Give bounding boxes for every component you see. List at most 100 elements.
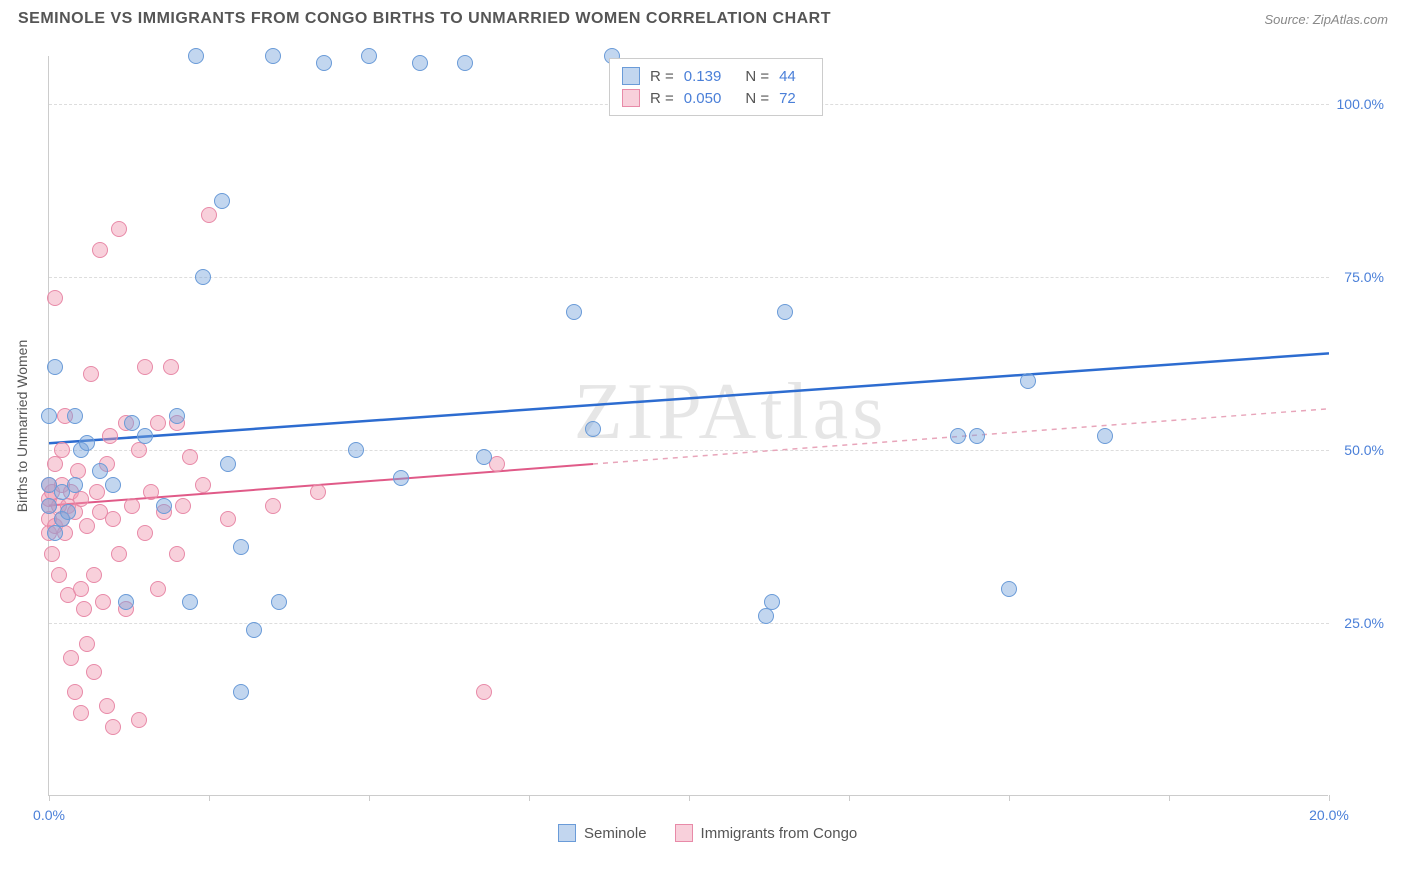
legend-swatch (622, 89, 640, 107)
y-tick-label: 100.0% (1332, 96, 1384, 112)
congo-point (124, 498, 140, 514)
congo-point (83, 366, 99, 382)
seminole-point (1097, 428, 1113, 444)
legend-r-value: 0.050 (684, 90, 722, 107)
seminole-point (758, 608, 774, 624)
seminole-point (124, 415, 140, 431)
seminole-point (47, 359, 63, 375)
legend-series-name: Seminole (584, 825, 647, 842)
seminole-point (316, 55, 332, 71)
seminole-point (47, 525, 63, 541)
congo-point (79, 518, 95, 534)
congo-point (47, 290, 63, 306)
legend-r-label: R = (650, 90, 674, 107)
seminole-point (41, 408, 57, 424)
congo-point (102, 428, 118, 444)
y-tick-label: 25.0% (1332, 615, 1384, 631)
congo-point (182, 449, 198, 465)
x-tick-mark (1329, 795, 1330, 801)
congo-point (111, 546, 127, 562)
legend-swatch (558, 824, 576, 842)
legend-n-value: 44 (779, 68, 796, 85)
congo-point (105, 511, 121, 527)
x-tick-mark (849, 795, 850, 801)
x-tick-mark (209, 795, 210, 801)
seminole-point (169, 408, 185, 424)
seminole-point (457, 55, 473, 71)
congo-point (86, 664, 102, 680)
seminole-point (969, 428, 985, 444)
legend-correlation: R =0.139N =44R =0.050N =72 (609, 58, 823, 116)
seminole-point (412, 55, 428, 71)
seminole-point (137, 428, 153, 444)
congo-point (105, 719, 121, 735)
seminole-point (188, 48, 204, 64)
x-tick-mark (529, 795, 530, 801)
congo-point (137, 359, 153, 375)
legend-n-label: N = (745, 68, 769, 85)
congo-point (195, 477, 211, 493)
legend-series-name: Immigrants from Congo (701, 825, 858, 842)
congo-point (92, 242, 108, 258)
seminole-point (220, 456, 236, 472)
chart-area: Births to Unmarried Women ZIPAtlas 25.0%… (48, 56, 1388, 826)
congo-point (220, 511, 236, 527)
seminole-point (233, 684, 249, 700)
seminole-point (777, 304, 793, 320)
congo-point (163, 359, 179, 375)
congo-point (265, 498, 281, 514)
legend-n-label: N = (745, 90, 769, 107)
congo-point (79, 636, 95, 652)
congo-point (51, 567, 67, 583)
congo-point (54, 442, 70, 458)
legend-n-value: 72 (779, 90, 796, 107)
x-tick-mark (369, 795, 370, 801)
x-tick-mark (689, 795, 690, 801)
seminole-point (156, 498, 172, 514)
x-tick-label: 0.0% (33, 807, 65, 823)
seminole-point (950, 428, 966, 444)
congo-point (201, 207, 217, 223)
x-tick-mark (1009, 795, 1010, 801)
seminole-point (182, 594, 198, 610)
seminole-point (271, 594, 287, 610)
seminole-point (764, 594, 780, 610)
congo-point (310, 484, 326, 500)
y-tick-label: 50.0% (1332, 442, 1384, 458)
congo-point (67, 684, 83, 700)
watermark: ZIPAtlas (574, 367, 888, 458)
congo-point (73, 705, 89, 721)
seminole-point (476, 449, 492, 465)
legend-bottom: Seminole Immigrants from Congo (558, 824, 857, 842)
congo-point (99, 698, 115, 714)
gridline (49, 623, 1329, 624)
congo-point (150, 415, 166, 431)
legend-item-seminole: Seminole (558, 824, 647, 842)
congo-point (47, 456, 63, 472)
seminole-point (118, 594, 134, 610)
congo-point (143, 484, 159, 500)
congo-point (73, 491, 89, 507)
congo-point (86, 567, 102, 583)
seminole-point (105, 477, 121, 493)
x-tick-label: 20.0% (1309, 807, 1349, 823)
chart-header: SEMINOLE VS IMMIGRANTS FROM CONGO BIRTHS… (0, 0, 1406, 34)
seminole-point (67, 477, 83, 493)
congo-point (44, 546, 60, 562)
congo-point (111, 221, 127, 237)
gridline (49, 450, 1329, 451)
seminole-point (67, 408, 83, 424)
legend-r-value: 0.139 (684, 68, 722, 85)
seminole-point (246, 622, 262, 638)
seminole-point (348, 442, 364, 458)
congo-point (63, 650, 79, 666)
seminole-point (233, 539, 249, 555)
x-tick-mark (49, 795, 50, 801)
seminole-point (214, 193, 230, 209)
plot-region: ZIPAtlas 25.0%50.0%75.0%100.0%0.0%20.0%R… (48, 56, 1328, 796)
y-axis-label: Births to Unmarried Women (14, 340, 30, 512)
x-tick-mark (1169, 795, 1170, 801)
congo-point (175, 498, 191, 514)
legend-row-seminole: R =0.139N =44 (622, 65, 810, 87)
chart-title: SEMINOLE VS IMMIGRANTS FROM CONGO BIRTHS… (18, 10, 831, 28)
